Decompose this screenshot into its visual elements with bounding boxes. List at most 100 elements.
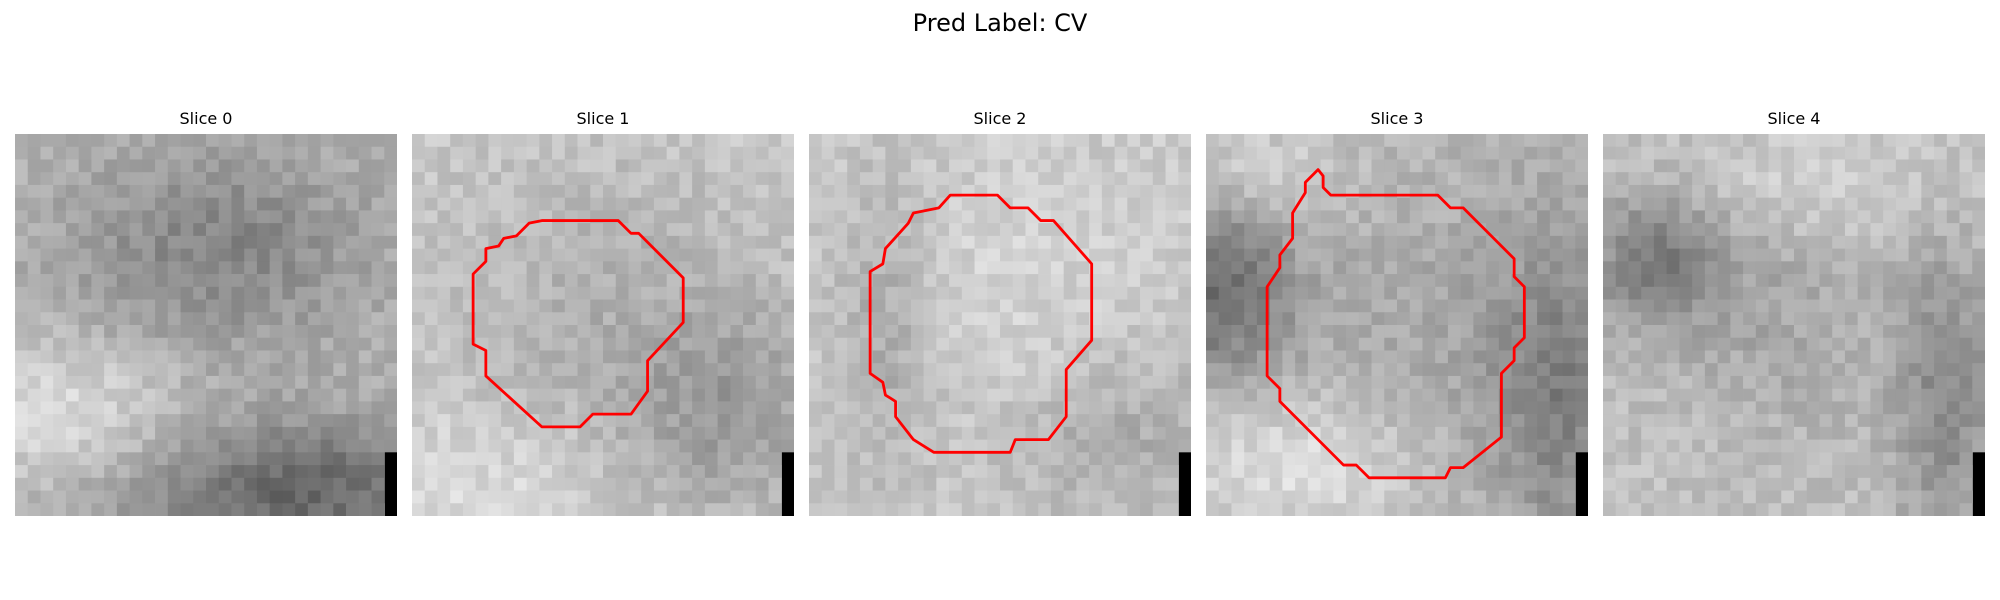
pixel [1346, 248, 1360, 262]
pixel [1844, 465, 1859, 479]
pixel [78, 248, 92, 262]
pixel [462, 235, 477, 249]
pixel [1857, 388, 1871, 402]
pixel [116, 452, 130, 466]
pixel [1178, 274, 1191, 288]
pixel [1844, 414, 1859, 428]
pixel [1730, 159, 1744, 173]
pixel [218, 248, 232, 262]
pixel [513, 388, 527, 402]
pixel [1409, 439, 1423, 453]
pixel [1050, 223, 1065, 237]
pixel [526, 235, 540, 249]
pixel [244, 274, 258, 288]
pixel [1959, 477, 1973, 491]
pixel [1152, 325, 1166, 339]
pixel [104, 414, 118, 428]
pixel [1857, 184, 1871, 199]
pixel [244, 490, 258, 504]
pixel [346, 286, 360, 300]
pixel [1012, 286, 1026, 300]
pixel [218, 375, 232, 390]
pixel [167, 414, 181, 428]
pixel [1165, 261, 1179, 275]
pixel [923, 477, 937, 491]
pixel [1806, 274, 1820, 288]
pixel [949, 261, 963, 275]
pixel [910, 312, 924, 326]
pixel [1371, 325, 1385, 339]
pixel [450, 426, 464, 440]
pixel [1307, 261, 1321, 275]
pixel [1857, 452, 1871, 466]
pixel [859, 375, 874, 390]
pixel [603, 146, 617, 160]
pixel [1307, 184, 1321, 199]
pixel [1641, 134, 1655, 148]
pixel [1152, 286, 1166, 300]
pixel [1256, 465, 1271, 479]
pixel [320, 325, 334, 339]
pixel [513, 210, 527, 224]
pixel [704, 325, 718, 339]
pixel [475, 159, 489, 173]
pixel [1384, 299, 1398, 313]
pixel [1076, 503, 1090, 516]
pixel [539, 286, 553, 300]
pixel [834, 388, 848, 402]
pixel [437, 439, 451, 453]
pixel [231, 363, 245, 377]
pixel [1972, 134, 1985, 148]
pixel [1653, 363, 1668, 377]
pixel [1127, 465, 1141, 479]
pixel [1895, 286, 1909, 300]
pixel [15, 325, 29, 339]
pixel [1063, 134, 1077, 148]
pixel [1447, 134, 1462, 148]
pixel [206, 223, 220, 237]
pixel [116, 312, 130, 326]
grayscale-pixel-grid [412, 134, 794, 516]
pixel [384, 235, 397, 249]
pixel [53, 388, 67, 402]
pixel [1114, 235, 1128, 249]
pixel [1050, 261, 1065, 275]
pixel [847, 337, 861, 351]
pixel [1562, 248, 1576, 262]
pixel [78, 172, 92, 186]
pixel [1549, 465, 1563, 479]
pixel [40, 477, 54, 491]
pixel [1101, 286, 1115, 300]
pixel [295, 146, 309, 160]
pixel [256, 312, 271, 326]
pixel [320, 274, 334, 288]
pixel [282, 261, 296, 275]
pixel [1641, 490, 1655, 504]
pixel [384, 197, 397, 211]
pixel [987, 477, 1001, 491]
pixel [1231, 337, 1245, 351]
pixel [155, 261, 169, 275]
pixel [1511, 490, 1525, 504]
pixel [1025, 426, 1039, 440]
pixel [295, 261, 309, 275]
pixel [269, 503, 283, 516]
pixel [847, 299, 861, 313]
pixel [116, 299, 130, 313]
pixel [847, 375, 861, 390]
pixel [1371, 223, 1385, 237]
pixel [1908, 452, 1922, 466]
pixel [1743, 363, 1757, 377]
pixel [526, 350, 540, 364]
pixel [1844, 146, 1859, 160]
pixel [1908, 363, 1922, 377]
pixel [923, 235, 937, 249]
pixel [1282, 146, 1296, 160]
pixel [898, 184, 912, 199]
pixel [1231, 401, 1245, 415]
pixel [1603, 146, 1617, 160]
pixel [730, 452, 744, 466]
pixel [1295, 452, 1309, 466]
pixel [1256, 274, 1271, 288]
pixel [692, 388, 706, 402]
